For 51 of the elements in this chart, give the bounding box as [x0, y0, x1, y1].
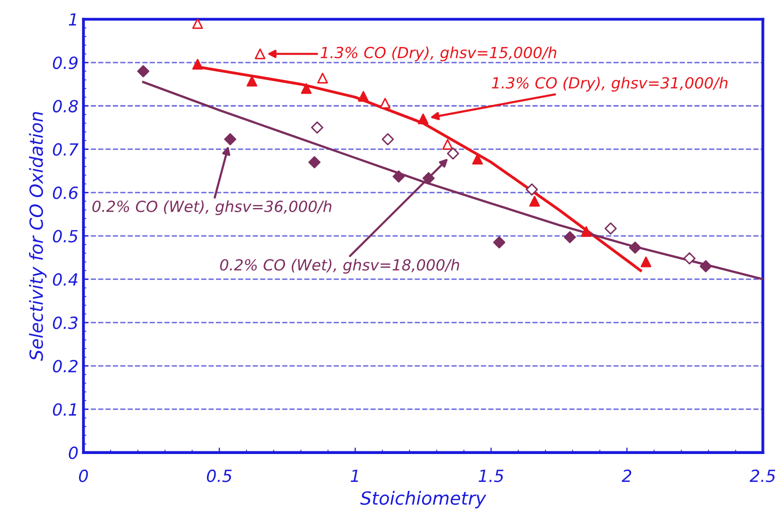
point	[300, 83, 312, 94]
point	[529, 196, 540, 207]
point	[317, 72, 328, 84]
point	[224, 133, 236, 146]
y-tick-label: 0.4	[52, 273, 78, 286]
y-tick-label: 0.2	[52, 360, 78, 372]
point	[683, 252, 696, 264]
point	[392, 170, 405, 183]
y-tick-label: 0	[68, 446, 78, 460]
x-tick-label: 2.5	[750, 470, 776, 482]
point	[564, 231, 576, 244]
x-tick-label: 1.5	[478, 470, 504, 482]
point	[382, 133, 394, 146]
x-tick-label: 0.5	[206, 470, 232, 482]
y-tick-label: 1	[68, 13, 76, 26]
y-tick-label: 0.1	[52, 403, 76, 416]
y-tick-label: 0.6	[52, 186, 78, 200]
text: 1.3% CO (Dry), ghsv=31,000/h	[492, 76, 728, 92]
x-axis-title: Stoichiometry	[360, 490, 486, 508]
point	[493, 236, 506, 248]
y-tick-label: 0.3	[52, 316, 78, 330]
point	[192, 58, 203, 70]
text: 0.2% CO (Wet), ghsv=36,000/h	[92, 200, 332, 216]
y-tick-label: 0.9	[52, 56, 78, 70]
point	[604, 222, 617, 235]
point	[442, 139, 453, 150]
point	[580, 226, 592, 237]
legend-label: 1.3% CO (Dry), ghsv=15,000/h	[320, 46, 556, 62]
point	[640, 256, 652, 268]
point	[446, 147, 460, 160]
point	[629, 242, 642, 254]
point	[308, 156, 321, 168]
point	[254, 48, 266, 60]
y-axis-title: Selectivity for CO Oxidation	[29, 112, 47, 361]
x-tick-label: 2	[622, 470, 632, 482]
point	[380, 98, 390, 109]
point	[137, 65, 150, 78]
point	[418, 114, 429, 124]
point	[472, 154, 483, 165]
point	[526, 183, 538, 196]
y-tick-label: 0.5	[52, 230, 78, 242]
point	[311, 121, 324, 134]
point	[246, 76, 258, 87]
y-tick-label: 0.8	[52, 100, 78, 112]
x-tick-label: 0	[78, 470, 88, 482]
point	[700, 260, 712, 272]
point	[192, 19, 203, 29]
point	[358, 90, 369, 102]
x-tick-label: 1	[350, 470, 358, 482]
y-tick-label: 0.7	[52, 143, 78, 156]
text: 0.2% CO (Wet), ghsv=18,000/h	[220, 258, 460, 274]
